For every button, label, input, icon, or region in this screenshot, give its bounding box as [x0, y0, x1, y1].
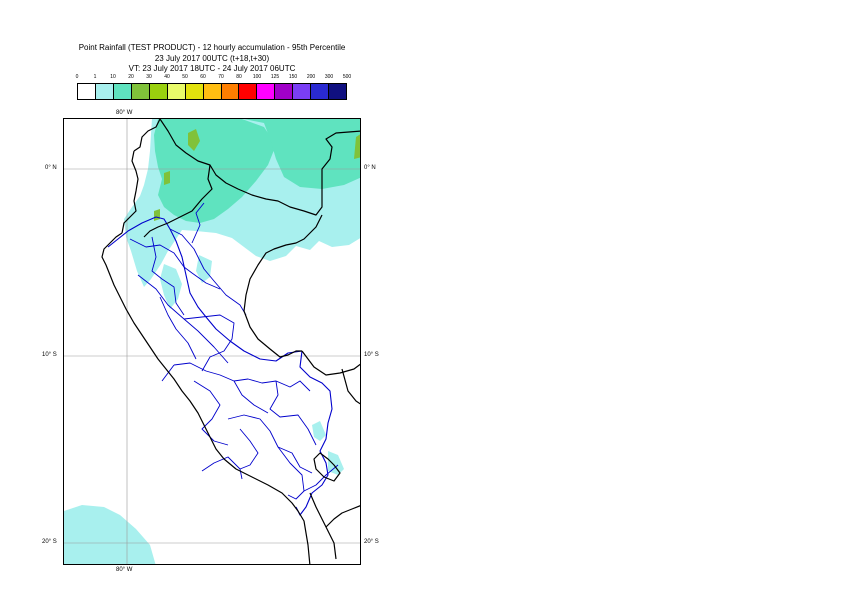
legend-label-5: 40 [164, 74, 170, 80]
border-bolivia-peru-south [313, 452, 341, 482]
legend-swatch-6 [185, 84, 204, 99]
lon-label-bottom: 80° W [116, 567, 133, 573]
lat-label-20s-right: 20° S [364, 539, 379, 545]
legend-label-15: 500 [342, 74, 352, 80]
legend-labels: 0 1 10 20 30 40 50 60 70 80 100 125 150 200 300 500 [70, 74, 360, 84]
legend-label-11: 125 [270, 74, 280, 80]
border-brazil-bolivia [301, 350, 360, 376]
lat-label-20s-left: 20° S [42, 539, 57, 545]
legend-swatch-9 [239, 84, 258, 99]
coastline-peru [101, 232, 311, 564]
legend-swatch-5 [167, 84, 186, 99]
legend-swatch-2 [113, 84, 132, 99]
legend-swatch-1 [95, 84, 114, 99]
lat-label-eq-left: 0° N [45, 165, 57, 171]
map-svg [64, 119, 360, 564]
legend-label-1: 1 [93, 74, 97, 80]
lat-label-eq-right: 0° N [364, 165, 376, 171]
border-ecuador-peru [143, 164, 213, 238]
legend-label-12: 150 [288, 74, 298, 80]
legend-swatch-8 [221, 84, 240, 99]
border-colombia-brazil [243, 214, 323, 358]
rain-heavy-3 [154, 209, 160, 221]
rain-light-southeast [312, 421, 326, 441]
legend-label-2: 10 [110, 74, 116, 80]
chart-title: Point Rainfall (TEST PRODUCT) - 12 hourl… [78, 43, 346, 52]
rainfall-field [64, 119, 360, 564]
coastline-ecuador-2 [121, 150, 139, 234]
validity-time-label: VT: 23 July 2017 18UTC - 24 July 2017 06… [128, 64, 296, 73]
legend-label-6: 50 [182, 74, 188, 80]
legend-label-9: 80 [236, 74, 242, 80]
legend-swatch-11 [275, 84, 294, 99]
rain-light-north-2 [160, 264, 182, 309]
lat-label-10s-right: 10° S [364, 352, 379, 358]
map-panel [63, 118, 361, 565]
legend-swatch-12 [293, 84, 312, 99]
legend-swatch-10 [257, 84, 276, 99]
coastline-ecuador [133, 119, 161, 152]
border-east-stub [341, 368, 360, 405]
legend-swatch-3 [131, 84, 150, 99]
legend-swatch-14 [329, 84, 347, 99]
rain-light-southwest [64, 505, 156, 564]
border-peru-chile [309, 492, 337, 560]
rain-heavy-2 [164, 171, 170, 185]
legend-label-8: 70 [218, 74, 224, 80]
lat-label-10s-left: 10° S [42, 352, 57, 358]
legend-label-4: 30 [146, 74, 152, 80]
admin-boundaries [129, 202, 339, 500]
border-bolivia-chile [325, 505, 360, 528]
legend-label-13: 200 [306, 74, 316, 80]
base-time-label: 23 July 2017 00UTC (t+18,t+30) [154, 54, 270, 63]
coastline [101, 119, 360, 564]
legend-label-7: 60 [200, 74, 206, 80]
legend-swatch-0 [78, 84, 96, 99]
rain-light-titicaca [328, 451, 344, 475]
legend-label-3: 20 [128, 74, 134, 80]
rain-medium-north [154, 119, 276, 223]
legend-label-0: 0 [75, 74, 79, 80]
legend-swatch-13 [311, 84, 330, 99]
border-colombia-ecuador [159, 119, 360, 216]
legend-label-10: 100 [252, 74, 262, 80]
rain-heavy-1 [188, 129, 200, 151]
lon-label-top: 80° W [116, 110, 133, 116]
legend-label-14: 300 [324, 74, 334, 80]
rain-heavy-4 [354, 134, 360, 159]
legend-swatch-7 [203, 84, 222, 99]
legend-swatch-4 [149, 84, 168, 99]
peru-border [107, 216, 333, 516]
color-legend [77, 83, 347, 100]
